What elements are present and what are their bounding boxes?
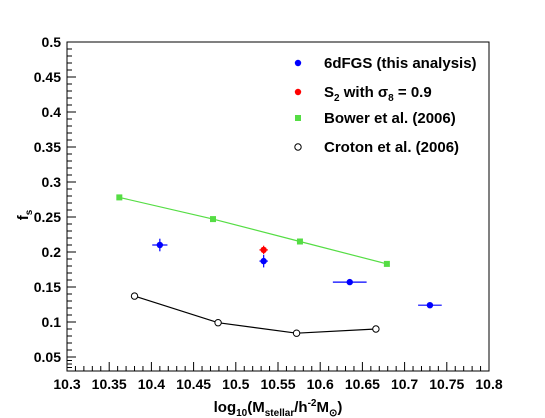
legend: 6dFGS (this analysis) S2 with σ8 = 0.9 B… bbox=[294, 55, 477, 156]
series-lines bbox=[119, 196, 388, 334]
legend-label-6dfgs: 6dFGS (this analysis) bbox=[324, 55, 477, 72]
axes: 10.3 10.35 10.4 10.45 10.5 10.55 10.6 10.65 10.7… bbox=[34, 34, 503, 392]
legend-marker-6dfgs bbox=[294, 59, 302, 67]
y-tick-label: 0.45 bbox=[34, 69, 61, 85]
x-tick-label: 10.35 bbox=[92, 376, 127, 392]
x-tick-label: 10.7 bbox=[391, 376, 418, 392]
bower-point bbox=[210, 216, 217, 223]
x-tick-label: 10.8 bbox=[475, 376, 502, 392]
croton-point bbox=[372, 325, 380, 333]
legend-label-bower: Bower et al. (2006) bbox=[324, 110, 456, 127]
6dfgs-point bbox=[156, 241, 164, 249]
legend-marker-bower bbox=[295, 115, 301, 121]
x-tick-label: 10.4 bbox=[138, 376, 165, 392]
croton-point bbox=[130, 292, 139, 300]
legend-label-croton: Croton et al. (2006) bbox=[324, 139, 459, 156]
6dfgs-point bbox=[260, 257, 267, 265]
6dfgs-point bbox=[346, 278, 353, 286]
data-points bbox=[116, 194, 442, 337]
y-tick-label: 0.4 bbox=[42, 104, 62, 120]
y-axis-title: fs bbox=[15, 209, 35, 220]
x-axis-title: log10(Mstellar/h-2M⊙) bbox=[214, 398, 343, 418]
croton-point bbox=[292, 329, 301, 337]
x-tick-label: 10.3 bbox=[53, 376, 80, 392]
legend-marker-s2 bbox=[294, 88, 302, 96]
x-tick-label: 10.75 bbox=[429, 376, 464, 392]
bower-point bbox=[383, 260, 390, 267]
y-tick-label: 0.05 bbox=[34, 349, 61, 365]
croton-line bbox=[134, 295, 376, 334]
bower-point bbox=[296, 238, 303, 245]
x-tick-label: 10.65 bbox=[345, 376, 380, 392]
y-tick-label: 0.3 bbox=[42, 174, 62, 190]
x-tick-label: 10.45 bbox=[176, 376, 211, 392]
y-tick-label: 0.1 bbox=[42, 314, 62, 330]
y-tick-label: 0.25 bbox=[34, 209, 61, 225]
s2-point bbox=[260, 246, 267, 254]
y-tick-label: 0.15 bbox=[34, 279, 61, 295]
x-tick-label: 10.55 bbox=[260, 376, 295, 392]
y-tick-label: 0.2 bbox=[42, 244, 62, 260]
6dfgs-point bbox=[426, 302, 434, 309]
legend-label-s2: S2 with σ8 = 0.9 bbox=[324, 84, 432, 104]
bower-point bbox=[116, 194, 123, 201]
bower-line bbox=[119, 196, 388, 265]
croton-point bbox=[214, 319, 222, 327]
x-tick-label: 10.5 bbox=[222, 376, 249, 392]
x-tick-label: 10.6 bbox=[307, 376, 334, 392]
y-tick-label: 0.35 bbox=[34, 139, 61, 155]
y-tick-label: 0.5 bbox=[42, 34, 62, 50]
legend-marker-croton bbox=[294, 143, 302, 151]
